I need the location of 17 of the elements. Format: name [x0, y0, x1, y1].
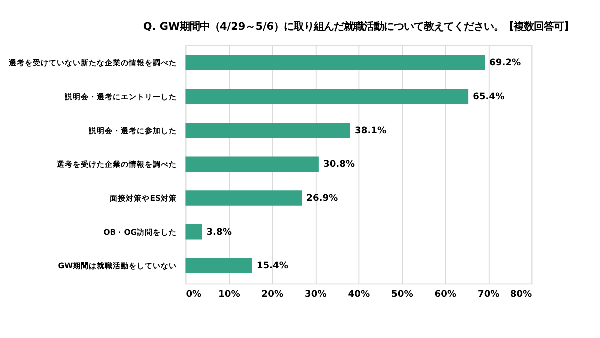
x-tick-label: 0% — [186, 290, 202, 300]
data-label: 65.4% — [473, 92, 505, 102]
x-tick-label: 50% — [392, 290, 414, 300]
data-label: 69.2% — [490, 58, 522, 69]
x-tick-label: 10% — [218, 290, 240, 300]
x-tick-label: 80% — [510, 290, 532, 300]
x-tick-label: 70% — [478, 290, 500, 300]
data-label: 38.1% — [355, 126, 387, 136]
x-tick-label: 20% — [262, 290, 284, 300]
data-label: 15.4% — [256, 262, 288, 272]
x-tick-label: 30% — [305, 290, 327, 300]
data-label: 3.8% — [206, 228, 232, 238]
x-tick-label: 60% — [434, 290, 457, 300]
x-tick-label: 40% — [348, 290, 370, 300]
chart-title: Q. GW期間中（4/29～5/6）に取り組んだ就職活動について教えてください。【複数回答可】 — [143, 21, 574, 34]
data-label: 30.8% — [323, 160, 356, 170]
data-label: 26.9% — [306, 194, 338, 204]
